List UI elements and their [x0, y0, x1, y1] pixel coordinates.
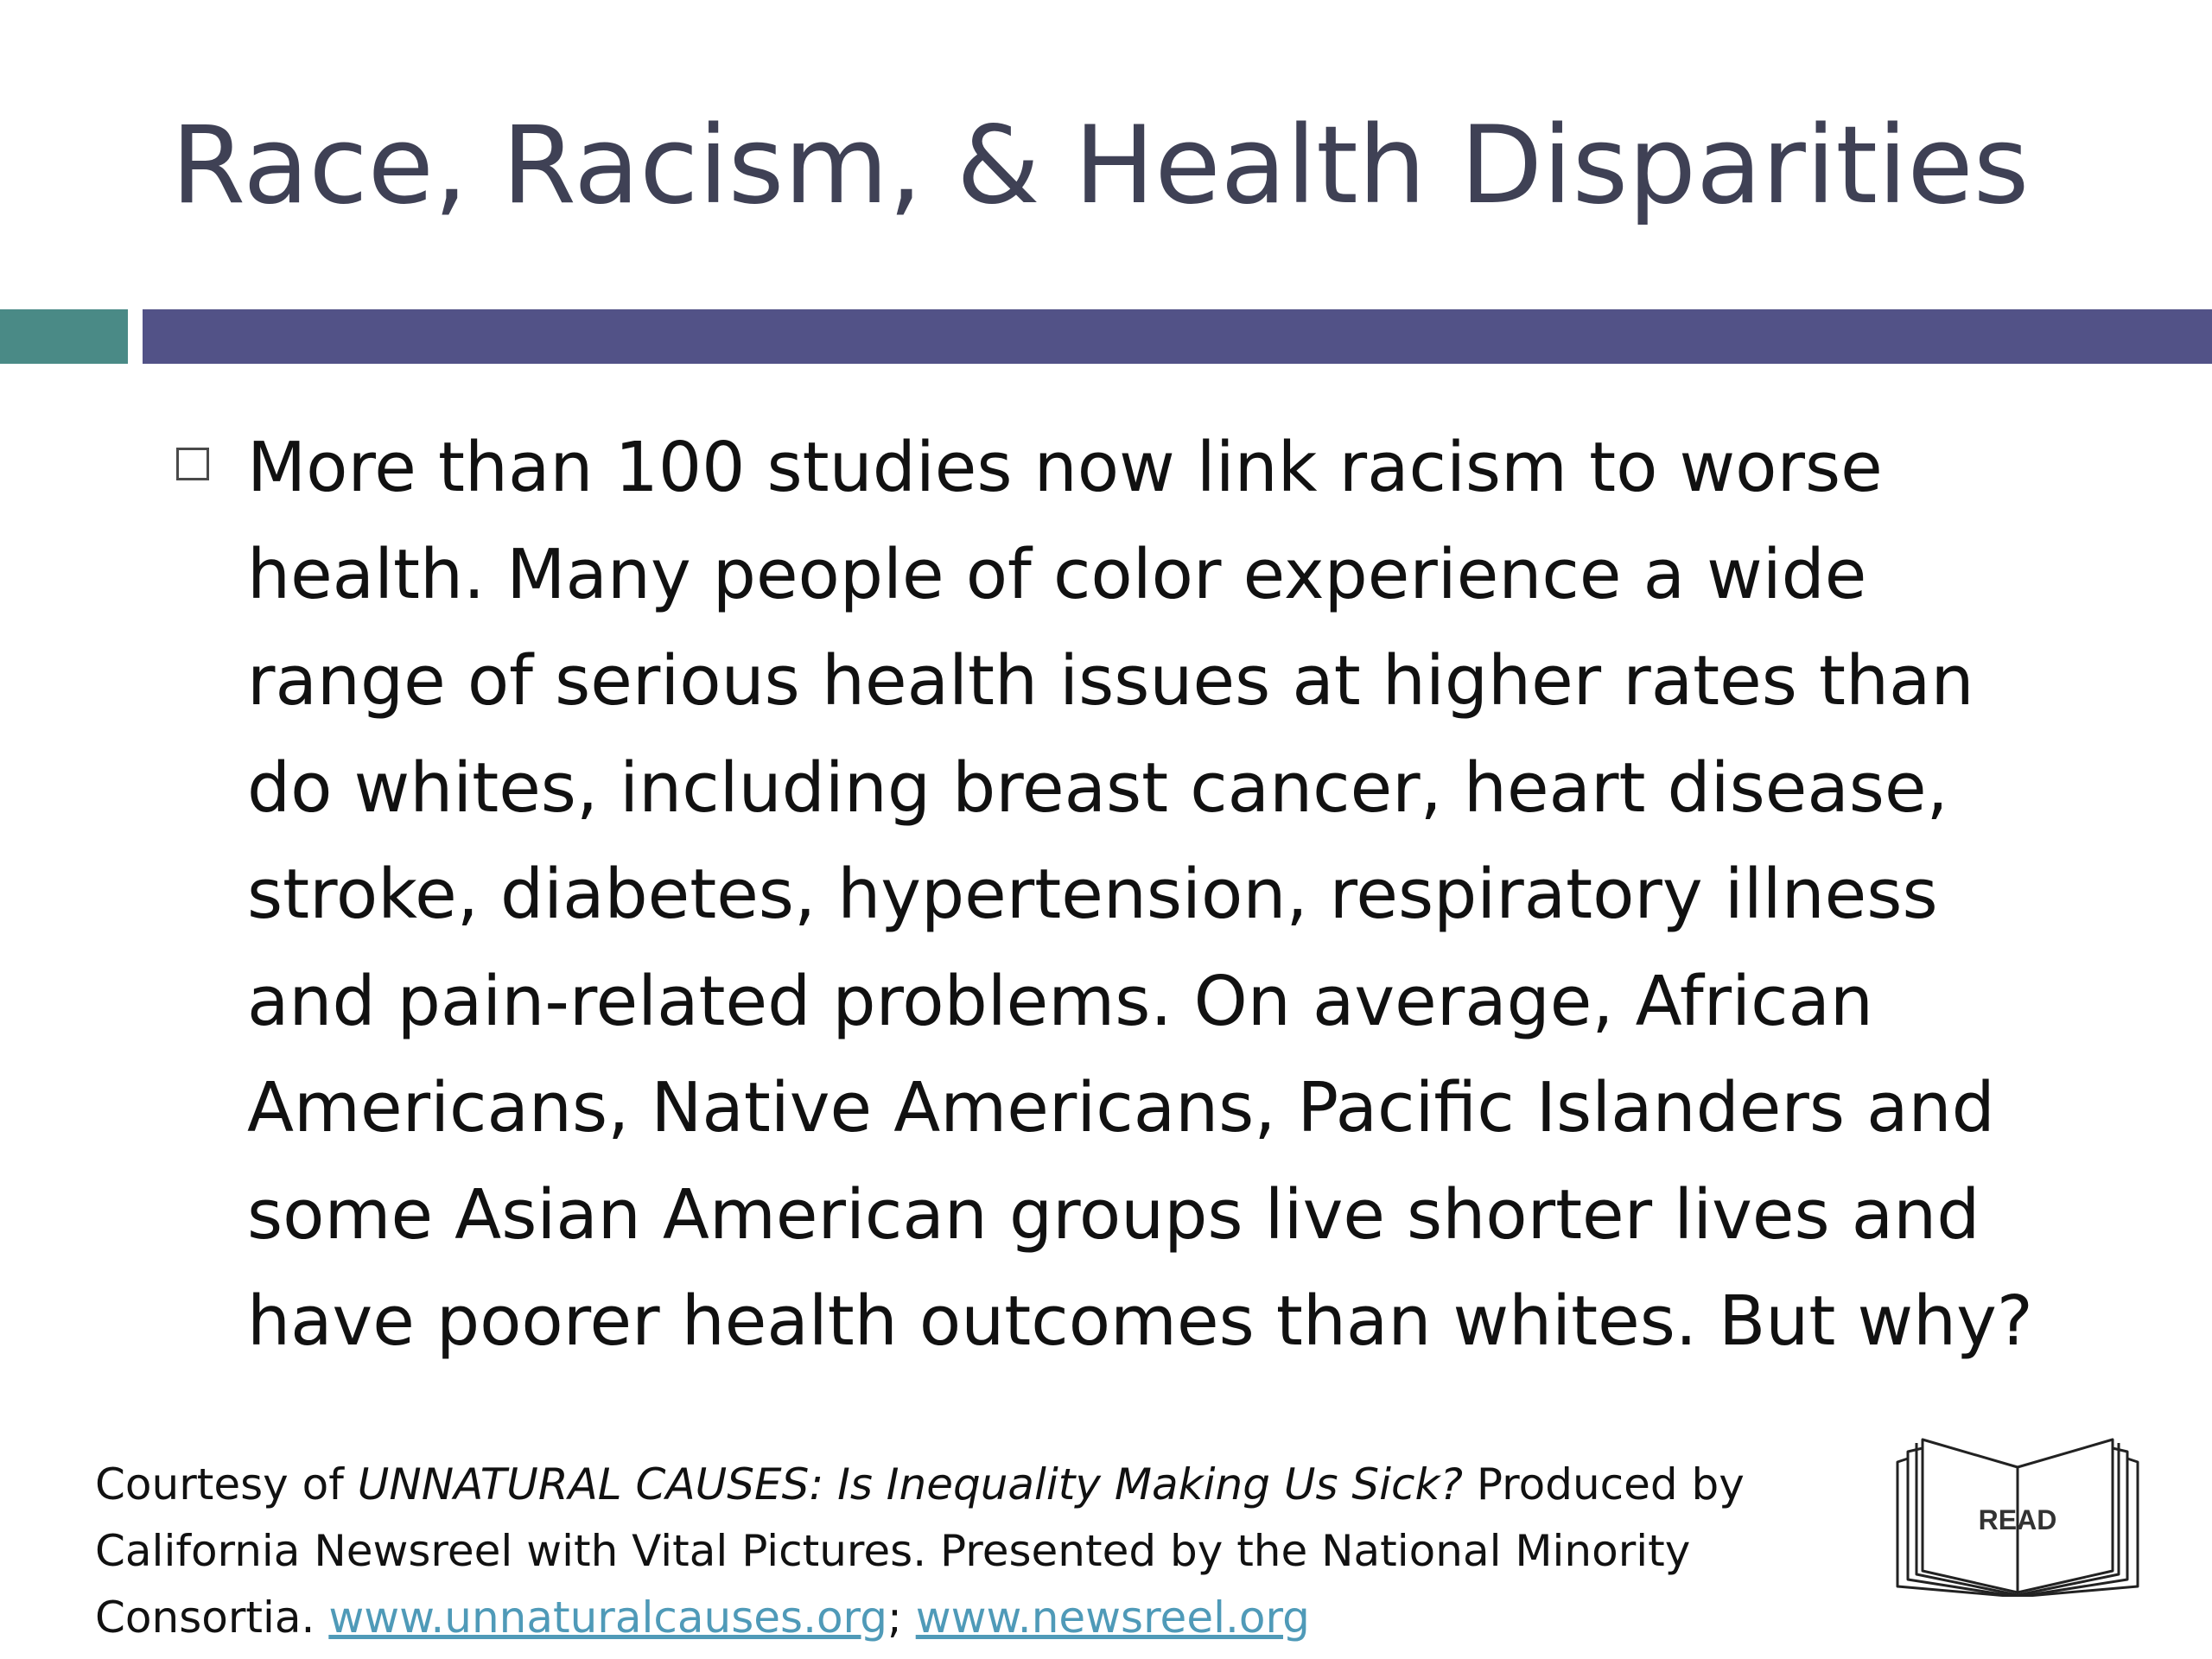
film-title: UNNATURAL CAUSES: Is Inequality Making U…	[357, 1459, 1463, 1510]
bullet-text-line: More than 100 studies now link racism to…	[247, 428, 1883, 507]
bullet-text: More than 100 studies now link racism to…	[247, 415, 2088, 1376]
bullet-text-line: health. Many people of color experience …	[247, 534, 1867, 614]
bullet-marker	[176, 448, 209, 480]
bullet-text-line: stroke, diabetes, hypertension, respirat…	[247, 855, 1938, 934]
footer-suffix: Produced by	[1463, 1459, 1745, 1510]
footer-line-1: Courtesy of UNNATURAL CAUSES: Is Inequal…	[95, 1452, 1823, 1518]
accent-bar-teal	[0, 309, 128, 364]
footer-credit: Courtesy of UNNATURAL CAUSES: Is Inequal…	[95, 1452, 1823, 1651]
bullet-text-line: and pain-related problems. On average, A…	[247, 961, 1873, 1041]
slide-title: Race, Racism, & Health Disparities	[171, 104, 2030, 228]
open-book-icon: READ	[1896, 1438, 2139, 1597]
link-separator: ;	[887, 1592, 916, 1643]
bullet-text-line: range of serious health issues at higher…	[247, 641, 1974, 721]
footer-line-2: California Newsreel with Vital Pictures.…	[95, 1526, 1691, 1576]
accent-bar-purple	[143, 309, 2212, 364]
footer-line3-prefix: Consortia.	[95, 1592, 329, 1643]
bullet-text-line: some Asian American groups live shorter …	[247, 1174, 1980, 1255]
footer-line-3: Consortia. www.unnaturalcauses.org; www.…	[95, 1585, 1823, 1651]
footer-prefix: Courtesy of	[95, 1459, 358, 1510]
bullet-text-line: Americans, Native Americans, Pacific Isl…	[247, 1068, 1995, 1147]
bullet-text-line: do whites, including breast cancer, hear…	[247, 747, 1948, 828]
read-label: READ	[1979, 1504, 2057, 1535]
unnaturalcauses-link[interactable]: www.unnaturalcauses.org	[328, 1592, 887, 1643]
newsreel-link[interactable]: www.newsreel.org	[915, 1592, 1310, 1643]
bullet-text-line: have poorer health outcomes than whites.…	[247, 1281, 2033, 1361]
